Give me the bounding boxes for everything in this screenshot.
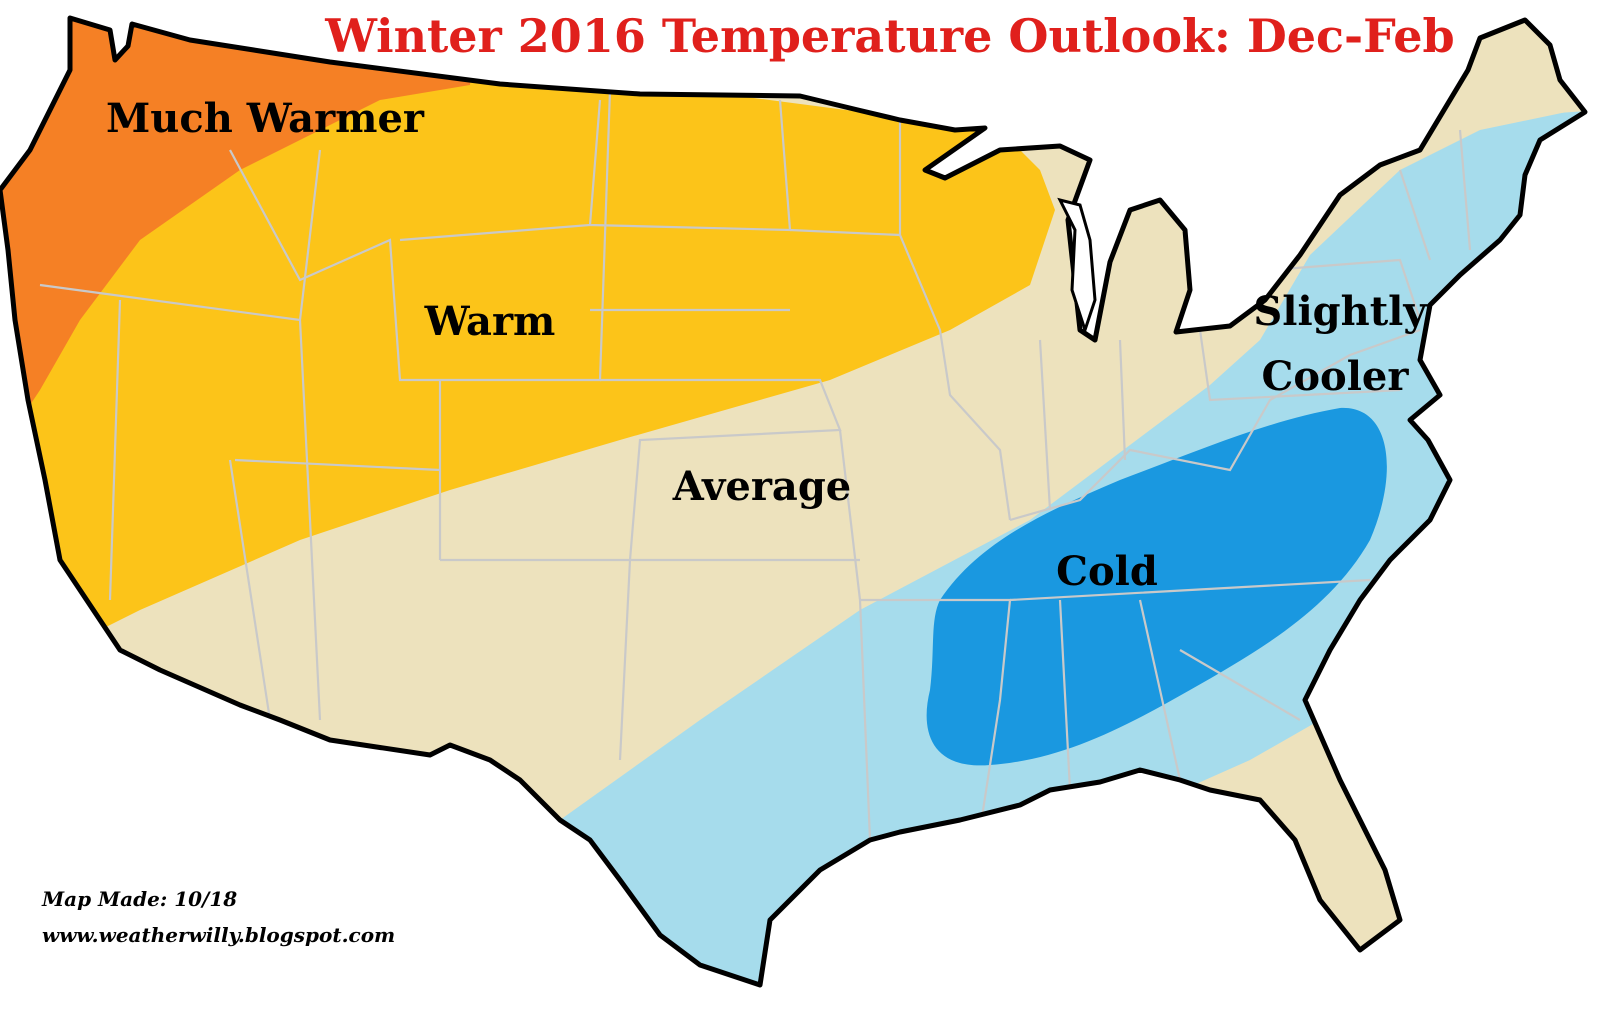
website-credit: www.weatherwilly.blogspot.com <box>42 923 395 947</box>
label-slightly: Slightly <box>1253 288 1428 335</box>
lake-michigan <box>1057 197 1097 335</box>
zone-warm <box>0 18 1055 680</box>
label-cooler: Cooler <box>1262 353 1410 400</box>
label-much-warmer: Much Warmer <box>106 95 425 142</box>
us-outline <box>0 15 1588 988</box>
zone-cold <box>926 407 1387 766</box>
state-borders <box>39 89 1472 841</box>
label-cold: Cold <box>1056 548 1158 595</box>
label-average: Average <box>672 463 852 510</box>
zone-much-warmer <box>0 18 480 450</box>
label-warm: Warm <box>424 298 556 345</box>
map-title: Winter 2016 Temperature Outlook: Dec-Feb <box>324 9 1454 63</box>
map-made-date: Map Made: 10/18 <box>41 887 237 911</box>
